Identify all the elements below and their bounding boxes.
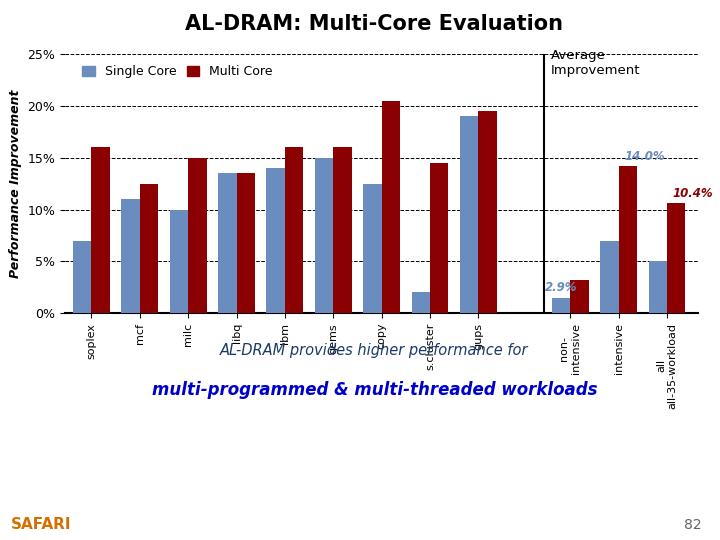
Bar (91, 147, 109, 313)
Text: AL-DRAM provides higher performance for: AL-DRAM provides higher performance for (220, 343, 528, 358)
Text: 14.0%: 14.0% (624, 150, 665, 163)
Bar (382, 100, 400, 313)
Bar (363, 184, 382, 313)
Bar (218, 173, 236, 313)
Bar (122, 199, 140, 313)
Bar (552, 298, 570, 313)
Bar (570, 280, 589, 313)
Bar (412, 293, 430, 313)
Bar (315, 158, 333, 313)
Bar (266, 168, 285, 313)
Bar (667, 203, 685, 313)
Text: 2.9%: 2.9% (545, 280, 577, 294)
Bar (170, 210, 188, 313)
Bar (285, 147, 303, 313)
Legend: Single Core, Multi Core: Single Core, Multi Core (77, 60, 277, 83)
Text: SAFARI: SAFARI (11, 517, 71, 532)
Bar (188, 158, 207, 313)
Bar (460, 116, 478, 313)
Y-axis label: Performance Improvement: Performance Improvement (9, 89, 22, 278)
Bar (600, 241, 618, 313)
Text: Average
Improvement: Average Improvement (551, 49, 640, 77)
Bar (140, 184, 158, 313)
Text: 82: 82 (685, 518, 702, 532)
Bar (649, 261, 667, 313)
Text: 10.4%: 10.4% (672, 187, 714, 200)
Bar (478, 111, 497, 313)
Bar (333, 147, 351, 313)
Bar (618, 166, 637, 313)
Text: multi-programmed & multi-threaded workloads: multi-programmed & multi-threaded worklo… (152, 381, 597, 399)
Bar (73, 241, 91, 313)
Bar (430, 163, 449, 313)
Text: AL-DRAM: Multi-Core Evaluation: AL-DRAM: Multi-Core Evaluation (186, 14, 564, 33)
Bar (236, 173, 255, 313)
